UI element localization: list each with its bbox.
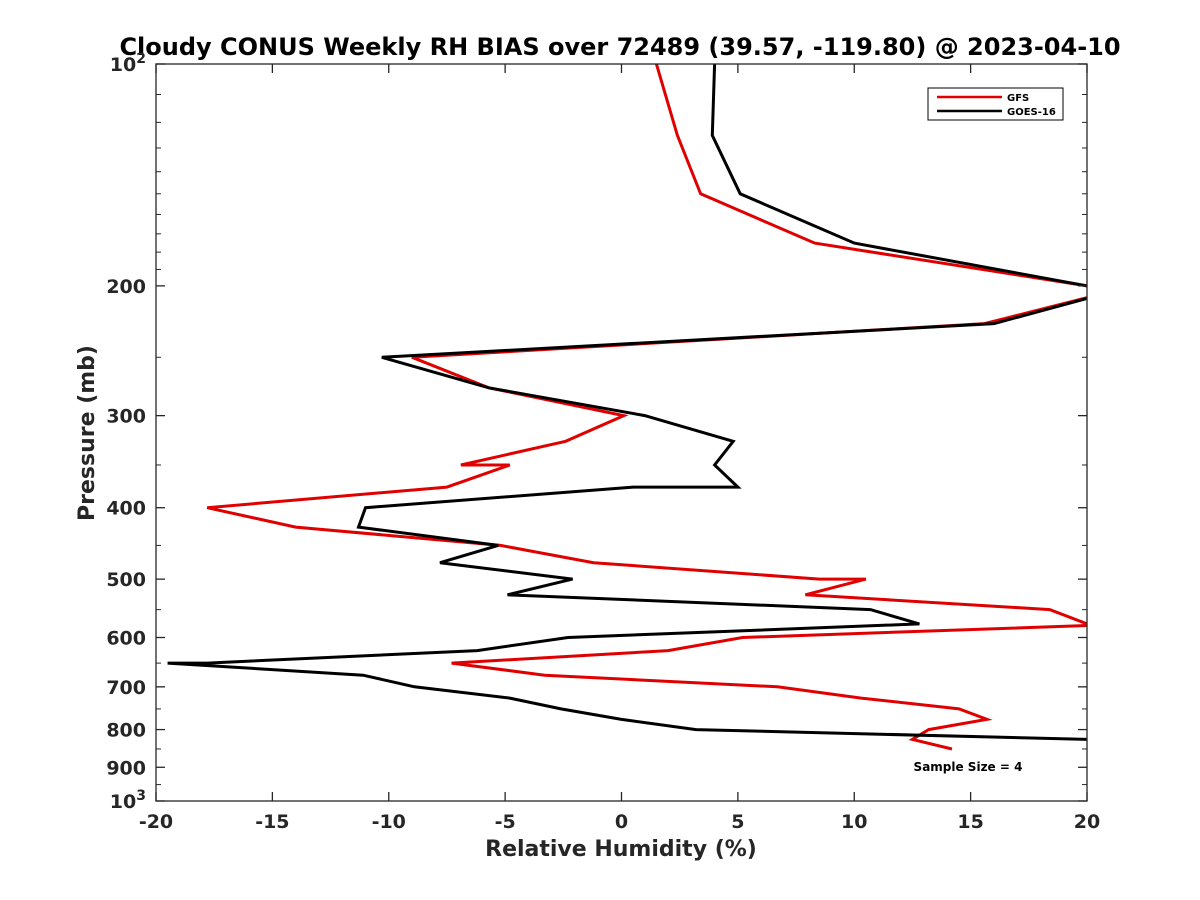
x-tick-label: 5 (731, 811, 744, 833)
x-tick-label: -10 (372, 811, 406, 833)
x-tick-label: 15 (957, 811, 983, 833)
y-axis: 102 200 300 400 500 600 700 800 900 103 (106, 51, 1087, 813)
x-tick-label: -20 (139, 811, 173, 833)
y-tick-label: 102 (110, 51, 146, 76)
x-tick-label: 0 (615, 811, 628, 833)
y-tick-label: 300 (106, 406, 146, 428)
y-tick-label: 200 (106, 276, 146, 298)
chart-title: Cloudy CONUS Weekly RH BIAS over 72489 (… (119, 33, 1120, 61)
y-tick-label: 800 (106, 720, 146, 742)
x-tick-label: -15 (255, 811, 289, 833)
y-tick-label: 500 (106, 569, 146, 591)
legend: GFS GOES-16 (927, 87, 1064, 121)
series-layer (167, 64, 1087, 751)
legend-label-gfs: GFS (1007, 93, 1029, 104)
legend-box (927, 87, 1064, 121)
y-tick-label: 400 (106, 498, 146, 520)
y-tick-label: 700 (106, 677, 146, 699)
y-axis-label: Pressure (mb) (75, 345, 100, 521)
x-tick-label: -5 (495, 811, 516, 833)
y-tick-label: 900 (106, 757, 146, 779)
x-axis-label: Relative Humidity (%) (485, 837, 757, 862)
x-axis: -20 -15 -10 -5 0 5 10 15 20 (139, 64, 1100, 833)
y-tick-label: 600 (106, 627, 146, 649)
legend-label-goes16: GOES-16 (1007, 107, 1056, 118)
sample-size-annotation: Sample Size = 4 (914, 760, 1023, 774)
y-tick-label: 103 (110, 788, 146, 813)
series-line-gfs (206, 64, 1087, 751)
x-tick-label: 20 (1074, 811, 1100, 833)
series-line-goes16 (167, 64, 1087, 741)
x-tick-label: 10 (841, 811, 867, 833)
